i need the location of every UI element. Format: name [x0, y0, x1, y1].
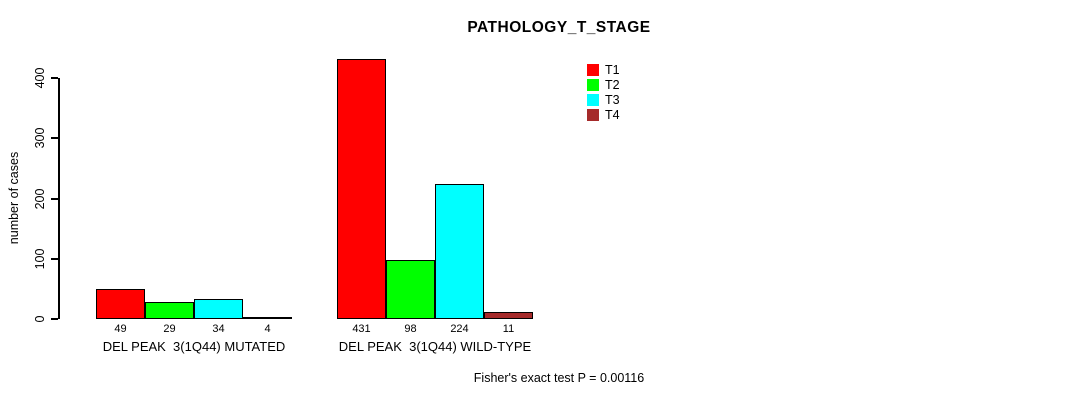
bar-value-label: 431 — [352, 323, 371, 335]
legend-label-t1: T1 — [605, 63, 620, 77]
bar-t4-group1 — [243, 316, 292, 319]
bar-t2-group2 — [386, 259, 435, 319]
bar-value-label: 34 — [212, 323, 225, 335]
legend-item-t2: T2 — [587, 79, 620, 92]
fisher-test-annotation: Fisher's exact test P = 0.00116 — [473, 371, 645, 385]
legend-item-t4: T4 — [587, 109, 620, 122]
y-tick-label: 300 — [33, 127, 47, 149]
legend: T1 T2 T3 T4 — [587, 64, 620, 122]
bar-t1-group1 — [96, 289, 145, 319]
y-axis-line — [58, 78, 60, 319]
chart-title: PATHOLOGY_T_STAGE — [467, 19, 651, 36]
x-category-label: DEL PEAK 3(1Q44) MUTATED — [102, 339, 286, 354]
bar-t1-group2 — [337, 59, 386, 319]
y-tick-label: 100 — [33, 248, 47, 270]
bar-t3-group2 — [435, 184, 484, 319]
bar-value-label: 29 — [163, 323, 176, 335]
bar-value-label: 4 — [264, 323, 271, 335]
x-category-label: DEL PEAK 3(1Q44) WILD-TYPE — [338, 339, 532, 354]
y-tick-label: 200 — [33, 188, 47, 209]
legend-item-t3: T3 — [587, 94, 620, 107]
bar-value-label: 49 — [114, 323, 127, 335]
y-tick-mark — [51, 318, 58, 320]
legend-label-t3: T3 — [605, 93, 620, 107]
legend-swatch-t3 — [587, 94, 599, 107]
legend-swatch-t4 — [587, 109, 599, 122]
y-tick-mark — [51, 137, 58, 140]
bar-value-label: 11 — [502, 323, 515, 335]
bar-value-label: 224 — [450, 323, 469, 335]
legend-swatch-t2 — [587, 79, 599, 92]
bar-t4-group2 — [484, 312, 533, 319]
bar-value-label: 98 — [404, 323, 417, 335]
y-tick-mark — [51, 197, 58, 200]
y-tick-mark — [51, 77, 58, 79]
y-tick-mark — [51, 257, 58, 260]
bar-t3-group1 — [194, 298, 243, 319]
legend-label-t2: T2 — [605, 78, 620, 92]
legend-label-t4: T4 — [605, 108, 620, 122]
y-tick-label: 400 — [33, 67, 47, 89]
bar-t2-group1 — [145, 301, 194, 319]
legend-item-t1: T1 — [587, 64, 620, 77]
y-tick-label: 0 — [33, 315, 47, 323]
legend-swatch-t1 — [587, 64, 599, 77]
